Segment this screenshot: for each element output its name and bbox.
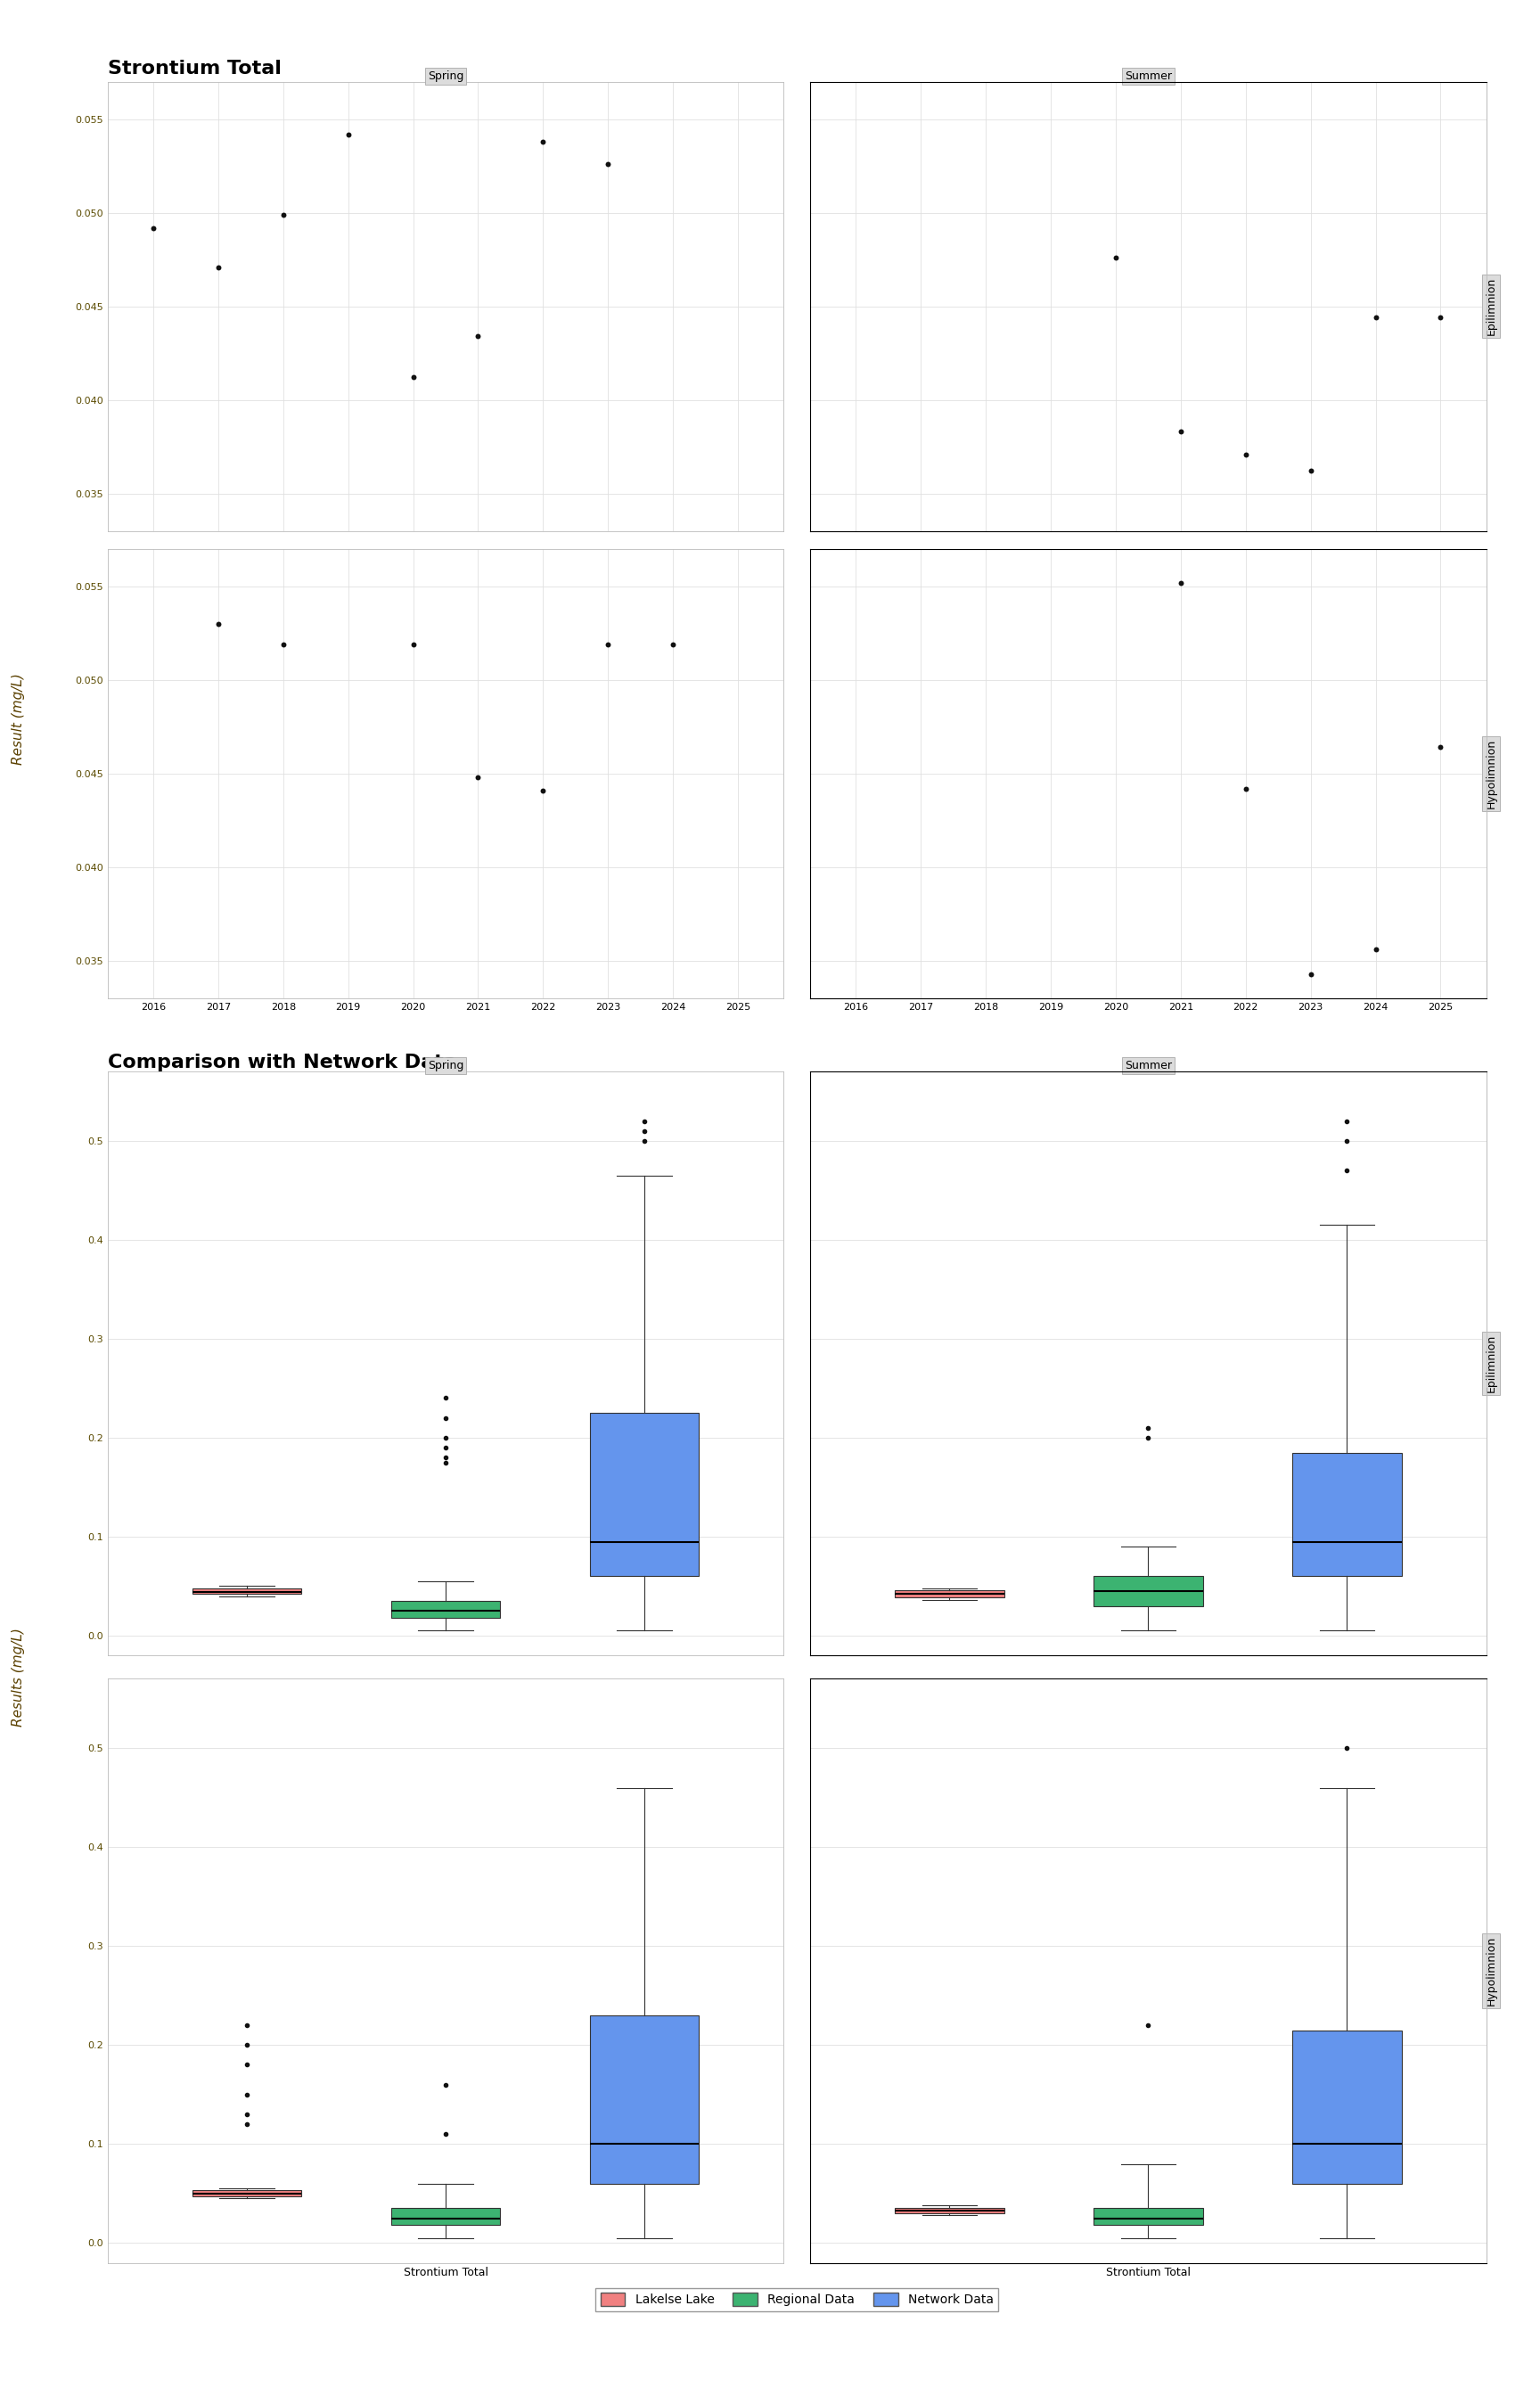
Point bbox=[142, 208, 166, 247]
Title: Spring: Spring bbox=[428, 1059, 464, 1071]
Point bbox=[1169, 412, 1193, 450]
Point bbox=[465, 757, 490, 795]
Text: Comparison with Network Data: Comparison with Network Data bbox=[108, 1054, 457, 1071]
Point bbox=[1169, 563, 1193, 601]
Point bbox=[206, 247, 231, 285]
Title: Spring: Spring bbox=[428, 69, 464, 81]
Title: Summer: Summer bbox=[1124, 1059, 1172, 1071]
Point bbox=[531, 122, 556, 161]
PathPatch shape bbox=[1093, 2209, 1203, 2226]
Point bbox=[271, 196, 296, 235]
PathPatch shape bbox=[590, 1414, 699, 1577]
PathPatch shape bbox=[895, 2209, 1004, 2214]
Legend: Lakelse Lake, Regional Data, Network Data: Lakelse Lake, Regional Data, Network Dat… bbox=[596, 2288, 998, 2312]
Point bbox=[271, 625, 296, 664]
PathPatch shape bbox=[1093, 1577, 1203, 1605]
Title: Summer: Summer bbox=[1124, 69, 1172, 81]
Point bbox=[1428, 728, 1452, 767]
PathPatch shape bbox=[192, 1589, 302, 1593]
Point bbox=[1104, 240, 1129, 278]
PathPatch shape bbox=[1292, 1452, 1401, 1577]
Point bbox=[1234, 769, 1258, 807]
Point bbox=[400, 625, 425, 664]
Point bbox=[1428, 300, 1452, 338]
Y-axis label: Hypolimnion: Hypolimnion bbox=[1485, 738, 1497, 807]
Point bbox=[1363, 300, 1388, 338]
PathPatch shape bbox=[391, 1601, 501, 1617]
Point bbox=[336, 115, 360, 153]
Point bbox=[596, 144, 621, 182]
Point bbox=[1234, 436, 1258, 474]
Point bbox=[531, 772, 556, 810]
Text: Result (mg/L): Result (mg/L) bbox=[12, 673, 25, 764]
Y-axis label: Epilimnion: Epilimnion bbox=[1485, 1335, 1497, 1392]
Text: Strontium Total: Strontium Total bbox=[108, 60, 282, 77]
PathPatch shape bbox=[895, 1591, 1004, 1598]
Point bbox=[661, 625, 685, 664]
Point bbox=[596, 625, 621, 664]
Y-axis label: Hypolimnion: Hypolimnion bbox=[1485, 1936, 1497, 2005]
Point bbox=[1363, 930, 1388, 968]
Point bbox=[400, 359, 425, 398]
Text: Results (mg/L): Results (mg/L) bbox=[12, 1627, 25, 1728]
Y-axis label: Epilimnion: Epilimnion bbox=[1485, 278, 1497, 335]
Point bbox=[1298, 954, 1323, 992]
PathPatch shape bbox=[391, 2209, 501, 2226]
PathPatch shape bbox=[192, 2190, 302, 2197]
Point bbox=[465, 316, 490, 355]
PathPatch shape bbox=[590, 2015, 699, 2183]
Point bbox=[206, 604, 231, 642]
Point bbox=[1298, 453, 1323, 491]
PathPatch shape bbox=[1292, 2029, 1401, 2183]
